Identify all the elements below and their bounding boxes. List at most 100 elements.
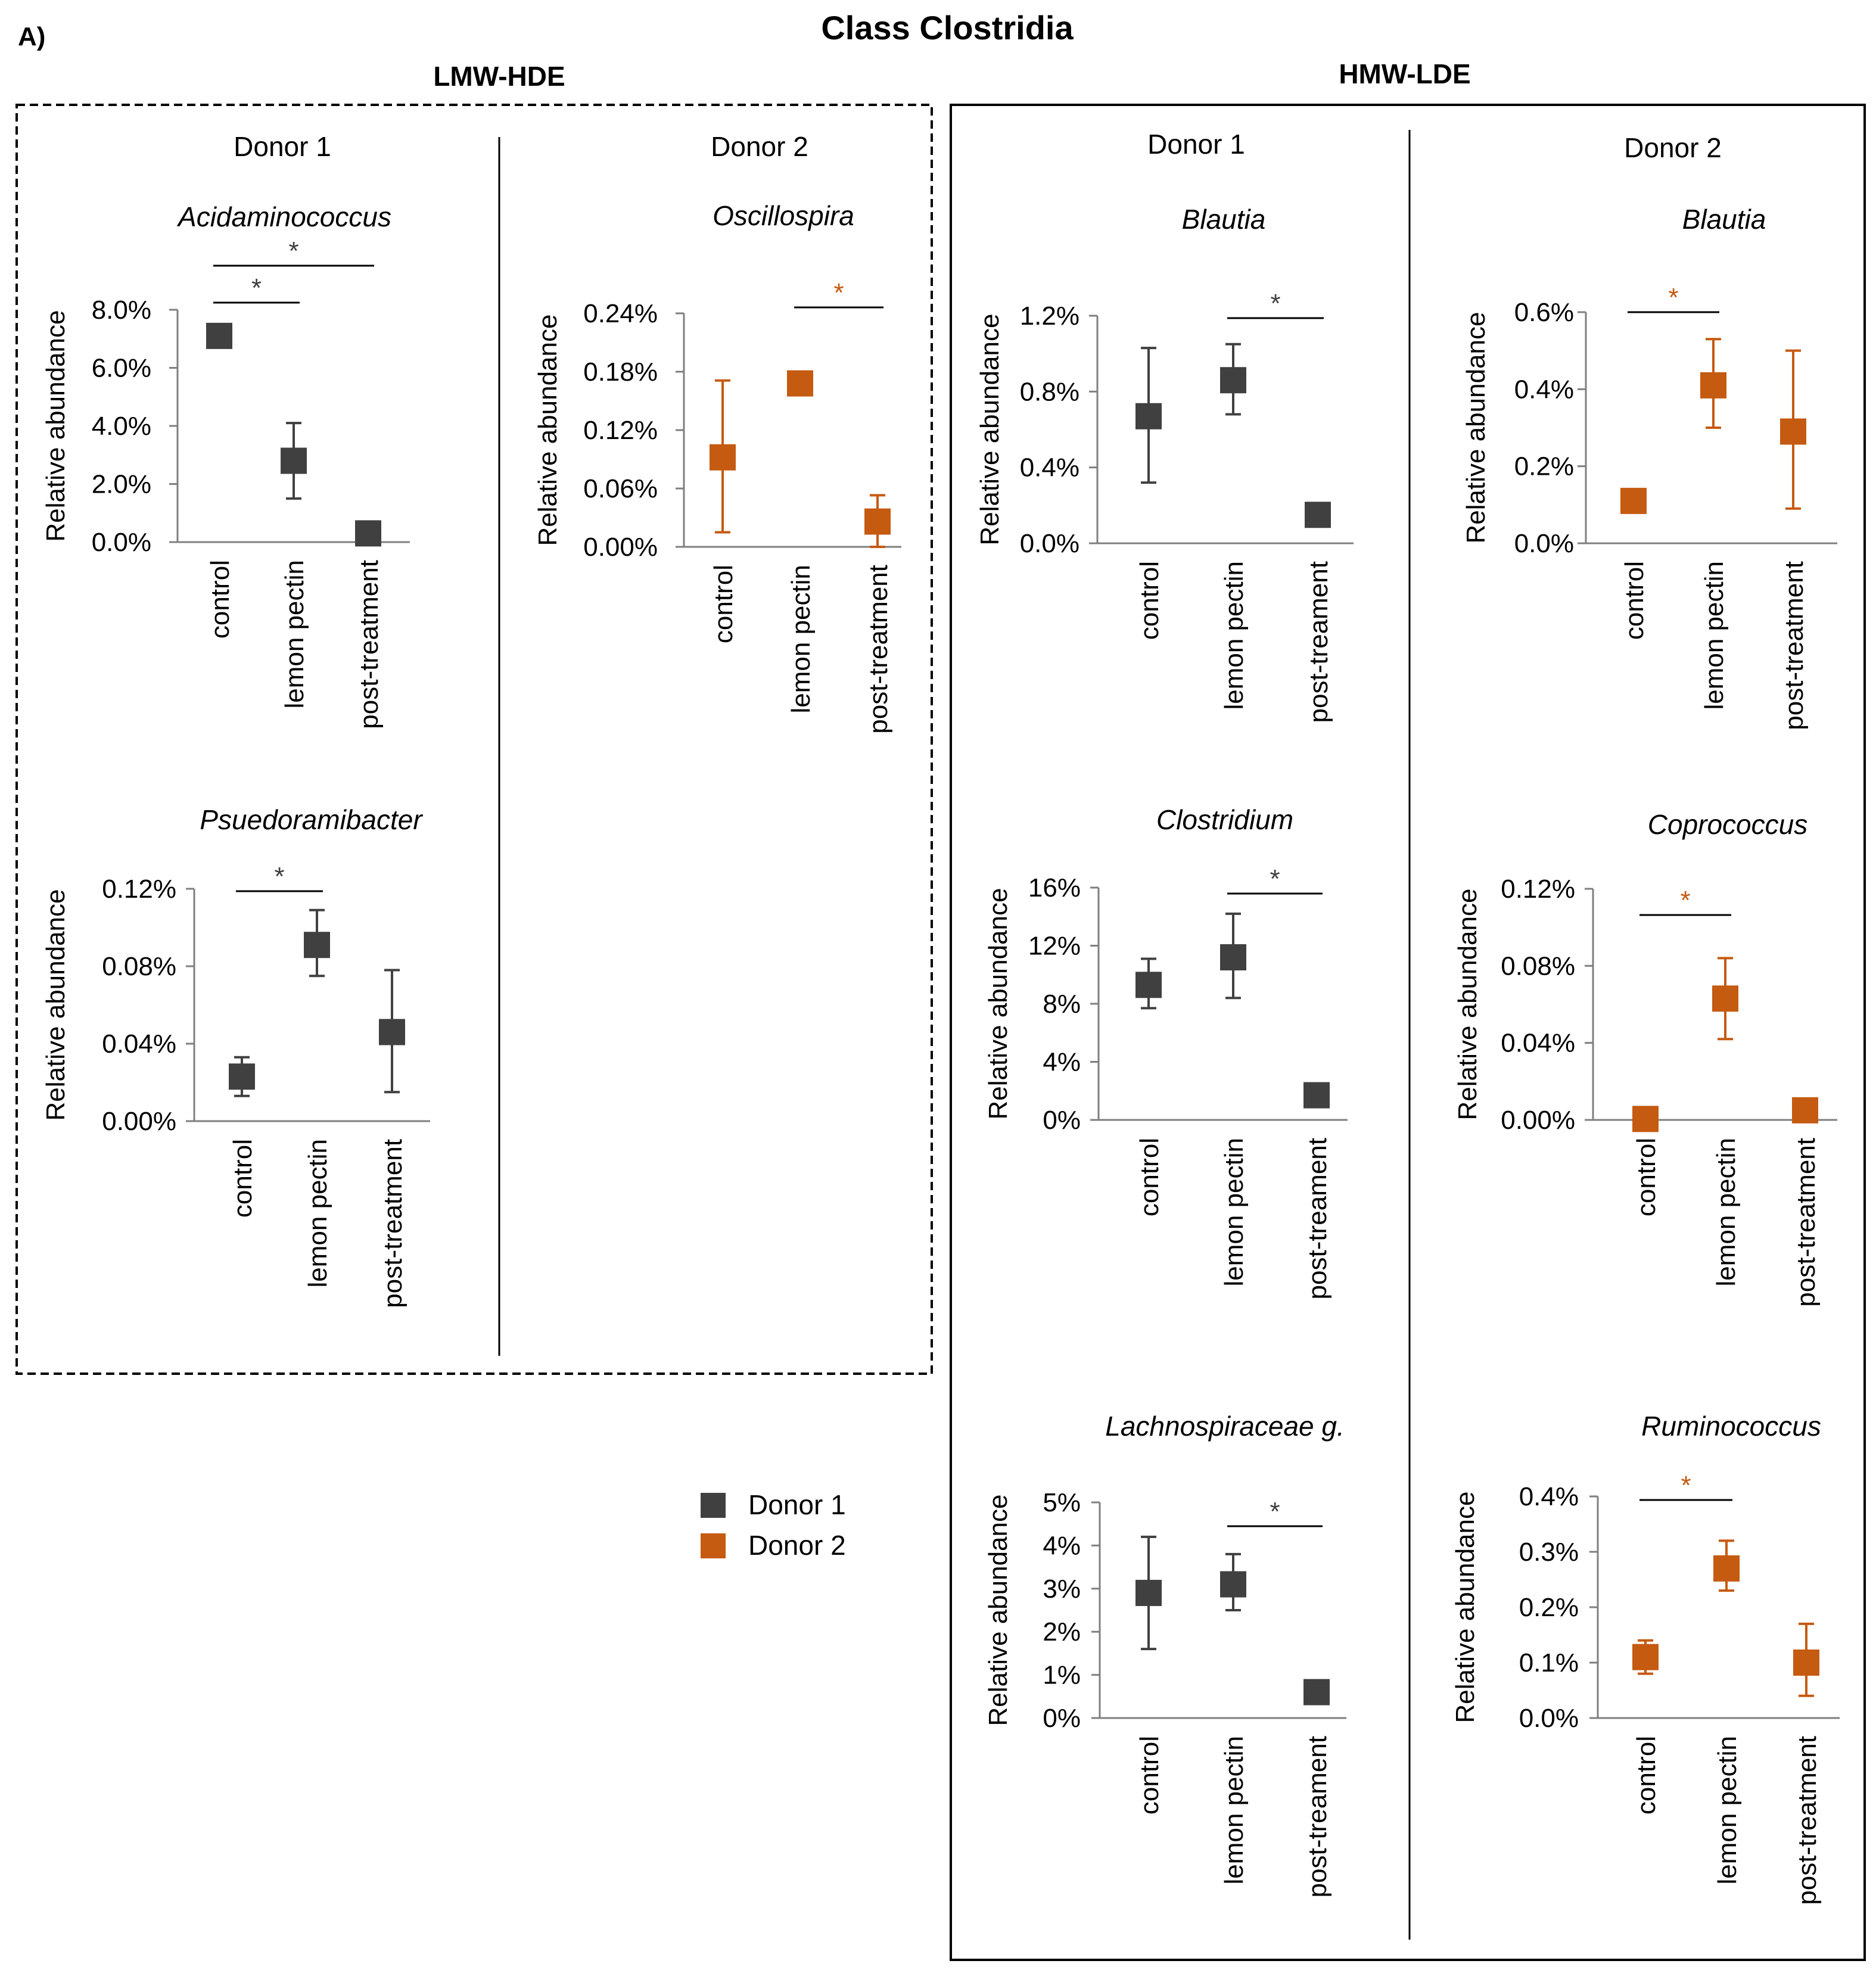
y-tick-label: 0.04% <box>102 1029 176 1059</box>
data-point <box>1303 1679 1330 1706</box>
y-tick-label: 0.4% <box>1519 1482 1579 1511</box>
y-tick-label: 3% <box>1043 1574 1081 1604</box>
data-point <box>1712 985 1738 1012</box>
y-tick-label: 0.12% <box>1501 874 1575 904</box>
x-tick-label: post-treatment <box>1791 1138 1821 1307</box>
y-tick-label: 0.0% <box>92 528 151 557</box>
y-axis-label: Relative abundance <box>975 314 1004 546</box>
significance-star: * <box>833 278 844 307</box>
y-tick-label: 0.1% <box>1519 1648 1579 1678</box>
x-tick-label: post-treatment <box>864 565 893 734</box>
y-tick-label: 0.2% <box>1514 452 1574 481</box>
data-point <box>1305 502 1331 528</box>
significance-star: * <box>288 236 298 266</box>
data-point <box>1303 1082 1330 1109</box>
lmw-group-box <box>15 104 933 1375</box>
x-tick-label: control <box>1135 1736 1164 1815</box>
y-tick-label: 0.4% <box>1514 375 1574 404</box>
x-tick-label: post-treatment <box>1779 561 1809 730</box>
figure-title: Class Clostridia <box>821 9 1074 46</box>
y-axis-label: Relative abundance <box>41 889 70 1121</box>
significance-star: * <box>1681 1471 1691 1500</box>
x-tick-label: control <box>1135 1138 1164 1216</box>
data-point <box>355 520 381 547</box>
x-tick-label: control <box>1620 561 1649 640</box>
chart-title: Lachnospiraceae g. <box>1105 1411 1345 1442</box>
y-tick-label: 1.2% <box>1020 301 1079 331</box>
data-point <box>1220 944 1246 970</box>
legend-swatch-donor-2 <box>701 1533 726 1558</box>
x-tick-label: lemon pectin <box>786 565 816 713</box>
legend-label-donor-1: Donor 1 <box>748 1489 846 1520</box>
significance-star: * <box>1270 864 1280 894</box>
chart-title: Blautia <box>1182 204 1266 235</box>
data-point <box>1632 1106 1659 1132</box>
chart-blautia-donor-2: Blautia Relative abundance 0.0% 0.2% 0.4% 0.6… <box>1461 204 1837 730</box>
y-tick-label: 0.18% <box>583 357 658 387</box>
donor-header-hmw-1: Donor 1 <box>1147 129 1245 160</box>
x-tick-label: lemon pectin <box>1219 1736 1249 1884</box>
chart-title: Blautia <box>1682 204 1766 235</box>
significance-star: * <box>1680 886 1690 915</box>
chart-clostridium: Clostridium Relative abundance 0% 4% 8% 12% 16… <box>984 804 1348 1299</box>
data-point <box>1135 1580 1162 1607</box>
y-tick-label: 0% <box>1043 1106 1081 1135</box>
y-tick-label: 4.0% <box>92 412 151 441</box>
x-tick-label: control <box>1632 1138 1661 1216</box>
x-tick-label: post-treatment <box>1793 1736 1822 1905</box>
donor-header-hmw-2: Donor 2 <box>1624 132 1722 163</box>
y-tick-label: 0.24% <box>583 299 658 328</box>
data-point <box>1632 1644 1659 1670</box>
data-point <box>1793 1650 1819 1676</box>
y-tick-label: 12% <box>1028 932 1081 961</box>
hmw-group-box <box>950 104 1866 1961</box>
chart-acidaminococcus: Acidaminococcus Relative abundance 0.0% 2.0… <box>41 201 410 729</box>
y-tick-label: 0.0% <box>1020 529 1079 558</box>
y-axis-label: Relative abundance <box>984 888 1013 1120</box>
data-point <box>1135 972 1162 998</box>
y-axis-label: Relative abundance <box>984 1495 1013 1726</box>
panel-label: A) <box>18 22 45 51</box>
y-axis-label: Relative abundance <box>1451 1492 1480 1723</box>
x-tick-label: lemon pectin <box>1700 561 1729 709</box>
y-tick-label: 0.8% <box>1020 377 1079 406</box>
y-tick-label: 0.00% <box>102 1107 176 1136</box>
x-tick-label: post-treament <box>1303 1736 1332 1897</box>
y-tick-label: 0.00% <box>1501 1106 1575 1135</box>
significance-star: * <box>274 862 284 891</box>
x-tick-label: post-treatment <box>354 560 384 729</box>
x-tick-label: control <box>228 1139 257 1218</box>
data-point <box>787 370 813 397</box>
x-tick-label: lemon pectin <box>303 1139 332 1287</box>
x-tick-label: lemon pectin <box>1219 1138 1249 1286</box>
data-point <box>1135 403 1162 430</box>
chart-title: Psuedoramibacter <box>200 804 423 835</box>
donor-header-lmw-1: Donor 1 <box>234 131 331 162</box>
chart-title: Ruminococcus <box>1641 1411 1821 1442</box>
y-tick-label: 0.06% <box>583 474 658 503</box>
x-tick-label: post-treatment <box>378 1139 407 1308</box>
y-tick-label: 4% <box>1043 1531 1081 1560</box>
data-point <box>281 447 307 474</box>
data-point <box>229 1063 255 1090</box>
chart-coprococcus: Coprococcus Relative abundance 0.00% 0.04% 0… <box>1453 809 1837 1307</box>
data-point <box>1700 372 1726 399</box>
x-tick-label: lemon pectin <box>1713 1736 1742 1884</box>
y-tick-label: 2% <box>1043 1617 1081 1647</box>
y-tick-label: 8.0% <box>92 295 151 325</box>
y-tick-label: 0% <box>1043 1704 1081 1733</box>
y-tick-label: 5% <box>1043 1488 1081 1517</box>
chart-title: Clostridium <box>1156 804 1293 835</box>
data-point <box>1780 418 1806 445</box>
y-tick-label: 0.08% <box>102 952 176 981</box>
y-tick-label: 16% <box>1028 873 1081 902</box>
chart-oscillospira: Oscillospira Relative abundance 0.00% 0.06%… <box>533 200 901 734</box>
group-label-lmw: LMW-HDE <box>433 61 565 92</box>
y-tick-label: 0.12% <box>102 874 176 904</box>
y-axis-label: Relative abundance <box>41 310 70 542</box>
data-point <box>1713 1555 1740 1582</box>
data-point <box>304 932 330 958</box>
y-tick-label: 0.08% <box>1501 951 1575 981</box>
y-tick-label: 2.0% <box>92 470 151 499</box>
